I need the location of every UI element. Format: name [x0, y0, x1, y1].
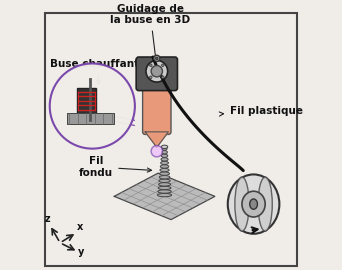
Ellipse shape [161, 158, 168, 161]
Text: y: y [78, 247, 84, 257]
Circle shape [151, 66, 162, 77]
Text: Fil
fondu: Fil fondu [79, 156, 152, 178]
Circle shape [156, 57, 158, 60]
Ellipse shape [158, 190, 171, 193]
Circle shape [149, 76, 152, 79]
Text: z: z [45, 214, 51, 224]
Ellipse shape [161, 145, 168, 149]
Text: Fil plastique: Fil plastique [219, 106, 303, 116]
FancyBboxPatch shape [136, 57, 177, 90]
Ellipse shape [159, 176, 170, 179]
Ellipse shape [159, 183, 171, 186]
Circle shape [161, 64, 164, 66]
Ellipse shape [161, 161, 169, 165]
Polygon shape [145, 132, 168, 147]
Circle shape [146, 60, 168, 82]
Text: x: x [77, 222, 83, 232]
Ellipse shape [160, 168, 169, 172]
Ellipse shape [250, 199, 258, 209]
Circle shape [154, 55, 160, 61]
Polygon shape [114, 173, 215, 220]
Ellipse shape [258, 177, 272, 231]
Circle shape [50, 63, 135, 148]
FancyBboxPatch shape [44, 13, 298, 266]
Ellipse shape [228, 174, 279, 234]
Circle shape [151, 146, 162, 157]
Ellipse shape [242, 191, 265, 217]
Ellipse shape [161, 154, 168, 157]
FancyBboxPatch shape [143, 78, 171, 134]
Ellipse shape [162, 151, 167, 154]
Ellipse shape [158, 186, 171, 190]
Ellipse shape [162, 147, 167, 150]
Ellipse shape [235, 177, 249, 231]
Text: Guidage de
la buse en 3D: Guidage de la buse en 3D [110, 4, 190, 63]
Bar [77, 88, 96, 113]
Circle shape [149, 64, 152, 66]
Circle shape [161, 76, 164, 79]
Text: Buse chauffante: Buse chauffante [50, 59, 146, 84]
Ellipse shape [159, 179, 170, 183]
Bar [66, 113, 114, 124]
Ellipse shape [160, 172, 170, 175]
Ellipse shape [160, 165, 169, 168]
Ellipse shape [157, 193, 172, 197]
